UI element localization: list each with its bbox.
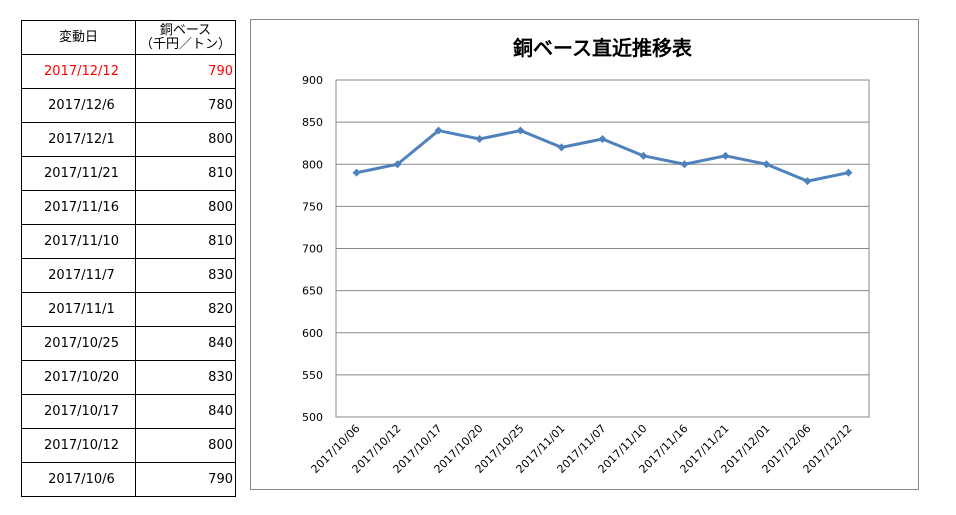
data-point [598,134,607,143]
header-price: 銅ベース （千円／トン） [135,20,236,55]
row-price: 780 [135,88,236,123]
data-point [352,168,361,177]
y-tick-label: 700 [302,243,323,256]
table-row: 2017/10/12 800 [21,428,236,463]
y-tick-label: 650 [302,285,323,298]
table-row: 2017/11/16 800 [21,190,236,225]
data-point [803,177,812,186]
data-point [434,126,443,135]
table-row: 2017/11/1 820 [21,292,236,327]
row-date: 2017/10/20 [21,360,136,395]
table-row: 2017/10/17 840 [21,394,236,429]
row-date-text: 2017/12/6 [48,98,115,113]
row-date: 2017/12/6 [21,88,136,123]
row-date-text: 2017/12/12 [44,64,119,79]
header-price-line1: 銅ベース [159,22,212,38]
line-chart: 銅ベース直近推移表5005506006507007508008509002017… [302,36,870,476]
row-price: 830 [135,258,236,293]
y-tick-label: 550 [302,369,323,382]
row-price: 800 [135,190,236,225]
row-date: 2017/10/12 [21,428,136,463]
row-date-text: 2017/11/21 [44,166,119,181]
y-tick-label: 850 [302,116,323,129]
data-point [557,143,566,152]
row-date-text: 2017/11/16 [44,200,119,215]
table-row: 2017/10/25 840 [21,326,236,361]
row-price: 810 [135,156,236,191]
table-row: 2017/10/6 790 [21,462,236,497]
row-date-text: 2017/10/6 [48,472,115,487]
row-date-text: 2017/11/7 [48,268,115,283]
row-price: 800 [135,122,236,157]
row-date-text: 2017/10/17 [44,404,119,419]
row-date: 2017/11/21 [21,156,136,191]
row-price: 800 [135,428,236,463]
row-price: 830 [135,360,236,395]
row-price: 790 [135,462,236,497]
row-date-text: 2017/12/1 [48,132,115,147]
header-date: 変動日 [21,20,136,55]
row-price: 820 [135,292,236,327]
row-date-text: 2017/10/25 [44,336,119,351]
row-date: 2017/12/1 [21,122,136,157]
chart-title: 銅ベース直近推移表 [513,36,693,60]
table-row: 2017/12/1 800 [21,122,236,157]
row-date-text: 2017/11/1 [48,302,115,317]
data-point [393,160,402,169]
table-row: 2017/11/21 810 [21,156,236,191]
table-row: 2017/11/7 830 [21,258,236,293]
chart-area: 銅ベース直近推移表 500 550 600 650 700 750 800 850 900 2017… [250,19,919,490]
row-date: 2017/10/17 [21,394,136,429]
data-point [639,151,648,160]
y-tick-label: 900 [302,74,323,87]
table-row: 2017/12/6 780 [21,88,236,123]
y-tick-label: 800 [302,158,323,171]
row-date: 2017/12/12 [21,54,136,89]
row-date: 2017/11/16 [21,190,136,225]
row-price: 840 [135,326,236,361]
row-date: 2017/10/25 [21,326,136,361]
row-date-text: 2017/11/10 [44,234,119,249]
table-row: 2017/12/12 790 [21,54,236,89]
row-price: 840 [135,394,236,429]
y-tick-label: 750 [302,200,323,213]
row-date: 2017/11/10 [21,224,136,259]
row-date: 2017/11/1 [21,292,136,327]
data-point [762,160,771,169]
table-header-row: 変動日 銅ベース （千円／トン） [21,20,236,55]
y-tick-label: 500 [302,411,323,424]
row-date: 2017/10/6 [21,462,136,497]
header-price-line2: （千円／トン） [139,36,231,52]
row-date-text: 2017/10/12 [44,438,119,453]
table-row: 2017/10/20 830 [21,360,236,395]
data-point [844,168,853,177]
data-point [516,126,525,135]
y-tick-label: 600 [302,327,323,340]
table-row: 2017/11/10 810 [21,224,236,259]
data-point [721,151,730,160]
price-table: 変動日 銅ベース （千円／トン） 2017/12/12 790 2017/12/6 7… [21,20,236,497]
row-price: 790 [135,54,236,89]
row-price: 810 [135,224,236,259]
data-point [475,134,484,143]
row-date: 2017/11/7 [21,258,136,293]
data-point [680,160,689,169]
row-date-text: 2017/10/20 [44,370,119,385]
